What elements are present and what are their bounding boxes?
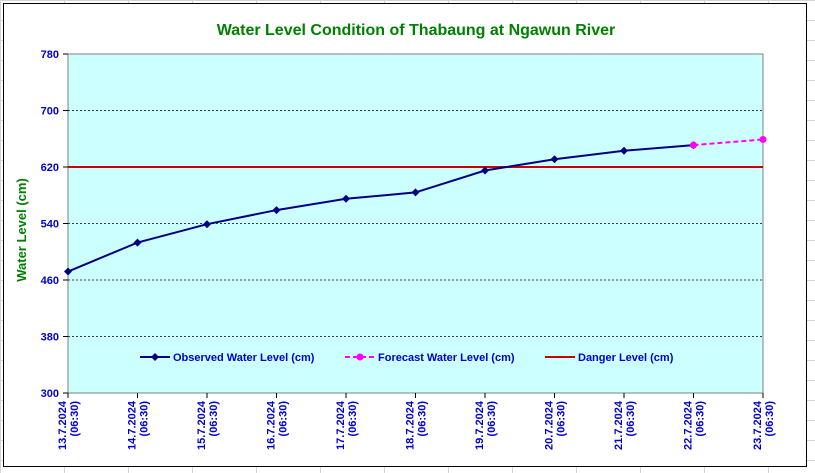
x-tick-label: 21.7.2024 (06:30) bbox=[613, 400, 637, 450]
observed-point bbox=[550, 155, 559, 164]
x-tick-date: 15.7.2024 bbox=[196, 400, 208, 450]
x-tick-label: 19.7.2024 (06:30) bbox=[474, 400, 498, 450]
plot-area bbox=[67, 53, 764, 394]
x-tick-time: (06:30) bbox=[695, 401, 707, 437]
x-tick-date: 19.7.2024 bbox=[474, 400, 486, 450]
y-tick-label: 700 bbox=[41, 106, 59, 118]
x-tick-date: 22.7.2024 bbox=[683, 400, 695, 450]
x-tick-date: 17.7.2024 bbox=[335, 400, 347, 450]
x-tick-label: 15.7.2024 (06:30) bbox=[196, 400, 220, 450]
x-tick-label: 20.7.2024 (06:30) bbox=[544, 400, 568, 450]
legend-item-observed: Observed Water Level (cm) bbox=[140, 352, 315, 364]
y-tick-label: 300 bbox=[41, 388, 59, 400]
x-axis-ticks: 13.7.2024 (06:30) 14.7.2024 (06:30) 15.7.202… bbox=[57, 393, 776, 450]
y-axis-label: Water Level (cm) bbox=[14, 178, 29, 282]
observed-point bbox=[481, 166, 489, 175]
observed-point bbox=[272, 206, 281, 215]
forecast-point bbox=[690, 141, 697, 149]
x-tick-label: 13.7.2024 (06:30) bbox=[57, 400, 81, 450]
x-tick-date: 13.7.2024 bbox=[57, 400, 69, 450]
observed-point bbox=[203, 220, 211, 229]
observed-point bbox=[411, 188, 420, 197]
observed-point bbox=[133, 238, 142, 247]
chart-title: Water Level Condition of Thabaung at Nga… bbox=[217, 22, 616, 39]
legend-label-observed: Observed Water Level (cm) bbox=[173, 352, 315, 364]
series bbox=[64, 135, 767, 276]
legend-label-forecast: Forecast Water Level (cm) bbox=[378, 352, 515, 364]
x-tick-time: (06:30) bbox=[625, 401, 637, 437]
x-tick-date: 21.7.2024 bbox=[613, 400, 625, 450]
forecast-point bbox=[759, 135, 767, 143]
x-tick-date: 16.7.2024 bbox=[266, 400, 278, 450]
x-tick-time: (06:30) bbox=[347, 401, 359, 437]
legend-label-danger: Danger Level (cm) bbox=[578, 352, 674, 364]
y-axis-ticks: 300 380 460 540 620 700 780 bbox=[41, 49, 68, 400]
y-tick-label: 380 bbox=[41, 332, 59, 344]
diamond-marker-icon bbox=[151, 353, 159, 361]
forecast-line bbox=[693, 138, 764, 147]
circle-marker-icon bbox=[356, 353, 364, 361]
x-tick-time: (06:30) bbox=[764, 401, 776, 437]
x-tick-time: (06:30) bbox=[208, 401, 220, 437]
x-tick-date: 23.7.2024 bbox=[752, 400, 764, 450]
observed-point bbox=[620, 146, 628, 155]
x-tick-date: 20.7.2024 bbox=[544, 400, 556, 450]
x-tick-time: (06:30) bbox=[278, 401, 290, 437]
observed-point bbox=[64, 267, 72, 276]
y-tick-label: 620 bbox=[41, 162, 59, 174]
x-tick-label: 17.7.2024 (06:30) bbox=[335, 400, 359, 450]
observed-line bbox=[67, 144, 694, 273]
x-tick-label: 22.7.2024 (06:30) bbox=[683, 400, 707, 450]
x-tick-time: (06:30) bbox=[69, 401, 81, 437]
y-tick-label: 460 bbox=[41, 275, 59, 287]
x-tick-time: (06:30) bbox=[486, 401, 498, 437]
legend-item-forecast: Forecast Water Level (cm) bbox=[345, 352, 515, 364]
x-tick-label: 18.7.2024 (06:30) bbox=[405, 400, 429, 450]
x-tick-date: 14.7.2024 bbox=[127, 400, 139, 450]
x-tick-time: (06:30) bbox=[417, 401, 429, 437]
x-tick-label: 14.7.2024 (06:30) bbox=[127, 400, 151, 450]
x-tick-label: 23.7.2024 (06:30) bbox=[752, 400, 776, 450]
x-tick-time: (06:30) bbox=[556, 401, 568, 437]
legend-item-danger: Danger Level (cm) bbox=[545, 352, 674, 364]
x-tick-label: 16.7.2024 (06:30) bbox=[266, 400, 290, 450]
x-tick-date: 18.7.2024 bbox=[405, 400, 417, 450]
legend: Observed Water Level (cm) Forecast Water… bbox=[140, 352, 674, 364]
observed-point bbox=[342, 194, 350, 203]
y-tick-label: 540 bbox=[41, 219, 59, 231]
series-forecast bbox=[690, 135, 767, 149]
x-tick-time: (06:30) bbox=[139, 401, 151, 437]
y-tick-label: 780 bbox=[41, 49, 59, 61]
